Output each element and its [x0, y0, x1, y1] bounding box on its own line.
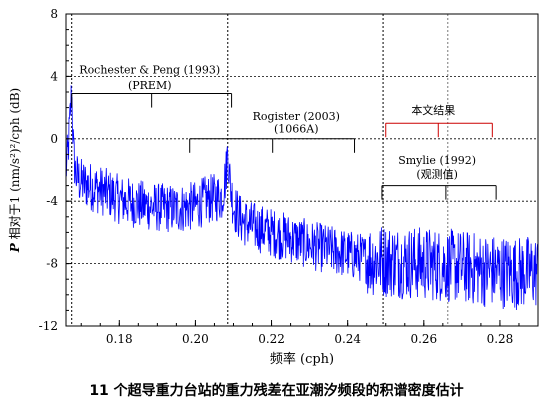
annotation-group: Smylie (1992)(观测值): [381, 154, 497, 200]
x-axis-label: 频率 (cph): [270, 351, 334, 367]
spectrum-line: [65, 85, 539, 311]
x-tick-label: 0.28: [487, 332, 514, 346]
y-tick-label: -4: [46, 194, 58, 208]
y-tick-label: -12: [39, 319, 58, 333]
annotation-label: Rogister (2003): [253, 110, 340, 123]
y-axis-label-symbol: P: [8, 242, 22, 253]
spectrum-series: [65, 85, 539, 311]
annotation-label: 本文结果: [411, 103, 455, 117]
x-tick-label: 0.18: [106, 332, 133, 346]
y-tick-label: 0: [50, 132, 58, 146]
figure-caption: 11 个超导重力台站的重力残差在亚潮汐频段的积谱密度估计: [89, 383, 464, 399]
y-axis-label-text: 相对于1 (nm/s²)²/cph (dB): [8, 88, 22, 243]
y-tick-label: -8: [46, 257, 58, 271]
annotation-group: 本文结果: [385, 103, 493, 138]
annotation-sublabel: (PREM): [128, 79, 172, 92]
annotation-group: Rochester & Peng (1993) (PREM): [71, 63, 233, 108]
x-tick-label: 0.26: [410, 332, 437, 346]
x-tick-label: 0.20: [182, 332, 209, 346]
annotation-group: Rogister (2003)(1066A): [189, 110, 356, 153]
x-tick-label: 0.22: [258, 332, 285, 346]
annotation-label: Rochester & Peng (1993): [79, 63, 220, 76]
model-annotations: Rochester & Peng (1993) (PREM) Rogister (2…: [71, 63, 497, 200]
annotation-label: Smylie (1992): [398, 154, 476, 167]
annotation-sublabel: (1066A): [274, 123, 319, 136]
y-axis-ticks: -12 -8 -4 0 4 8: [39, 7, 72, 333]
x-tick-label: 0.24: [334, 332, 361, 346]
y-tick-label: 4: [50, 69, 58, 83]
x-axis-ticks: 0.18 0.20 0.22 0.24 0.26 0.28: [80, 320, 520, 346]
y-tick-label: 8: [50, 7, 58, 21]
y-axis-label: P 相对于1 (nm/s²)²/cph (dB): [8, 88, 22, 253]
annotation-sublabel: (观测值): [416, 168, 458, 181]
